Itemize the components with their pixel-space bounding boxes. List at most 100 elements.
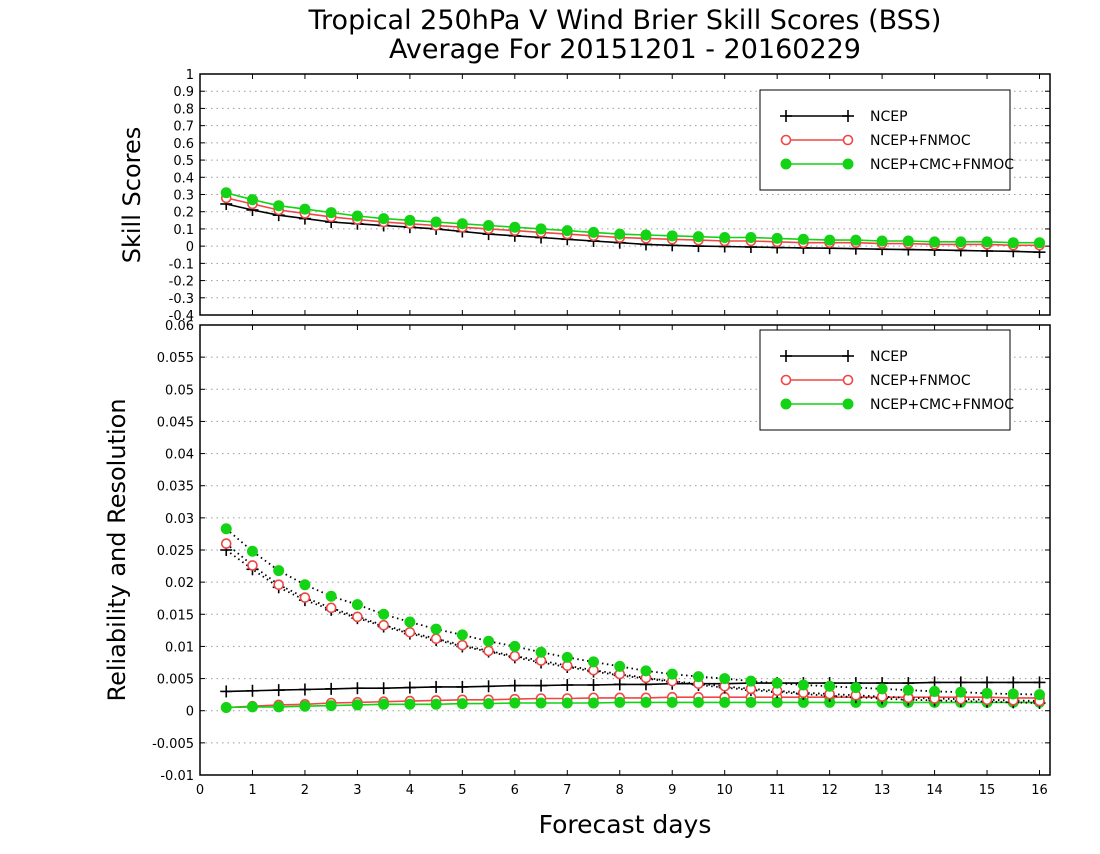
data-point-ncep-cmc-fnmoc (1034, 237, 1046, 249)
series-ncep (220, 197, 1046, 259)
y-tick-label: 0.06 (165, 319, 194, 334)
data-point-ncep (535, 679, 548, 692)
series-ncep (220, 676, 1046, 698)
legend-label-ncep-fnmoc: NCEP+FNMOC (870, 373, 971, 389)
y-tick-label: -0.3 (169, 292, 194, 307)
legend-label-ncep-cmc-fnmoc: NCEP+CMC+FNMOC (870, 397, 1014, 413)
x-tick-label: 6 (511, 783, 519, 798)
data-point-ncep-cmc-fnmoc (509, 697, 521, 709)
data-point-ncep-fnmoc (220, 538, 232, 549)
data-point-ncep (1033, 676, 1046, 689)
x-tick-label: 15 (979, 783, 996, 798)
data-point-ncep-cmc-fnmoc (614, 660, 626, 672)
data-point-ncep-cmc-fnmoc (456, 629, 468, 641)
data-point-ncep-cmc-fnmoc (824, 234, 836, 246)
data-point-ncep-cmc-fnmoc (325, 590, 337, 602)
x-tick-label: 16 (1031, 783, 1048, 798)
data-point-ncep (377, 682, 390, 695)
data-point-ncep-cmc-fnmoc (378, 213, 390, 225)
x-tick-label: 0 (196, 783, 204, 798)
y-tick-label: 0.055 (157, 351, 194, 366)
data-point-ncep-cmc-fnmoc (876, 683, 888, 695)
data-point-ncep-cmc-fnmoc (351, 699, 363, 711)
data-point-ncep-cmc-fnmoc (299, 579, 311, 591)
data-point-ncep-cmc-fnmoc (246, 194, 258, 206)
y-tick-label: 0 (186, 240, 194, 255)
data-point-ncep-cmc-fnmoc (509, 221, 521, 233)
data-point-ncep-fnmoc (325, 602, 337, 614)
data-point-ncep-cmc-fnmoc (430, 623, 442, 635)
x-tick-label: 1 (248, 783, 256, 798)
series-ncep-cmc-fnmoc (220, 187, 1046, 249)
y-tick-label: 0.9 (173, 85, 194, 100)
y-tick-label: -0.1 (169, 257, 194, 272)
data-point-ncep-cmc-fnmoc (902, 684, 914, 696)
data-point-ncep-cmc-fnmoc (535, 697, 547, 709)
legend: NCEP NCEP+FNMOC NCEP+CMC+FNMOC (759, 329, 1014, 431)
data-point-ncep-cmc-fnmoc (561, 651, 573, 663)
x-tick-label: 2 (301, 783, 309, 798)
series-line-ncep (226, 203, 1040, 253)
y-tick-label: 0.8 (173, 102, 194, 117)
data-point-ncep-cmc-fnmoc (220, 523, 232, 535)
y-tick-label: 0.7 (173, 120, 194, 135)
data-point-ncep-cmc-fnmoc (246, 545, 258, 557)
y-tick-label: 0.01 (165, 640, 194, 655)
legend: NCEP NCEP+FNMOC NCEP+CMC+FNMOC (759, 89, 1014, 191)
legend-box (759, 329, 1011, 431)
data-point-ncep-cmc-fnmoc (561, 225, 573, 237)
legend-marker-end-ncep (842, 110, 854, 122)
data-point-ncep-cmc-fnmoc (955, 686, 967, 698)
data-point-ncep-cmc-fnmoc (981, 687, 993, 699)
x-tick-label: 4 (406, 783, 414, 798)
y-tick-label: 1 (186, 68, 194, 83)
data-point-ncep-cmc-fnmoc (378, 608, 390, 620)
data-point-ncep (981, 676, 994, 689)
data-point-ncep-cmc-fnmoc (666, 668, 678, 680)
data-point-ncep (954, 676, 967, 689)
data-point-ncep-fnmoc (404, 626, 416, 638)
legend-marker-end-ncep (842, 350, 854, 362)
legend-marker-end-ncep-fnmoc (842, 374, 854, 386)
data-point-ncep-cmc-fnmoc (666, 230, 678, 242)
data-point-ncep-cmc-fnmoc (745, 232, 757, 244)
data-point-ncep-cmc-fnmoc (1034, 689, 1046, 701)
data-point-ncep (403, 681, 416, 694)
y-tick-label: 0.02 (165, 576, 194, 591)
reliability-resolution-panel: Reliability and Resolution Forecast days… (103, 319, 1051, 839)
data-point-ncep-cmc-fnmoc (929, 236, 941, 248)
data-point-ncep (456, 680, 469, 693)
y-tick-label: 0.035 (157, 480, 194, 495)
data-point-ncep-cmc-fnmoc (719, 232, 731, 244)
data-point-ncep-fnmoc (352, 611, 363, 623)
legend-label-ncep: NCEP (870, 109, 908, 125)
y-tick-label: 0.6 (173, 137, 194, 152)
data-point-ncep-cmc-fnmoc (483, 635, 495, 647)
data-point-ncep-cmc-fnmoc (535, 223, 547, 235)
legend-marker-end-ncep-cmc-fnmoc (842, 398, 854, 410)
series-line-ncep-cmc-fnmoc (225, 528, 1040, 696)
data-point-ncep-cmc-fnmoc (902, 235, 914, 247)
data-point-ncep-cmc-fnmoc (666, 696, 678, 708)
x-tick-label: 8 (616, 783, 624, 798)
skill-scores-panel: Skill Scores -0.4 -0.3 -0.2 -0.1 0 0.1 0.2 0.3 0… (118, 68, 1051, 324)
data-point-ncep-fnmoc (509, 650, 521, 662)
x-tick-label: 7 (563, 783, 571, 798)
data-point-ncep (272, 684, 285, 697)
data-point-ncep-cmc-fnmoc (378, 698, 390, 710)
data-point-ncep-fnmoc (483, 645, 494, 657)
data-point-ncep-cmc-fnmoc (299, 700, 311, 712)
data-point-ncep (325, 682, 338, 695)
data-point-ncep-fnmoc (457, 639, 468, 651)
data-point-ncep-cmc-fnmoc (483, 219, 495, 231)
data-point-ncep-cmc-fnmoc (876, 235, 888, 247)
chart-title-line1: Tropical 250hPa V Wind Brier Skill Score… (308, 5, 942, 36)
data-point-ncep-fnmoc (247, 560, 258, 571)
plot-frame (199, 324, 1051, 776)
data-point-ncep (561, 679, 574, 691)
x-tick-label: 5 (458, 783, 466, 798)
chart-title-line2: Average For 20151201 - 20160229 (389, 34, 861, 65)
data-point-ncep-cmc-fnmoc (588, 697, 600, 709)
x-tick-label: 12 (821, 783, 838, 798)
skill-scores-y-axis-label: Skill Scores (118, 127, 146, 264)
